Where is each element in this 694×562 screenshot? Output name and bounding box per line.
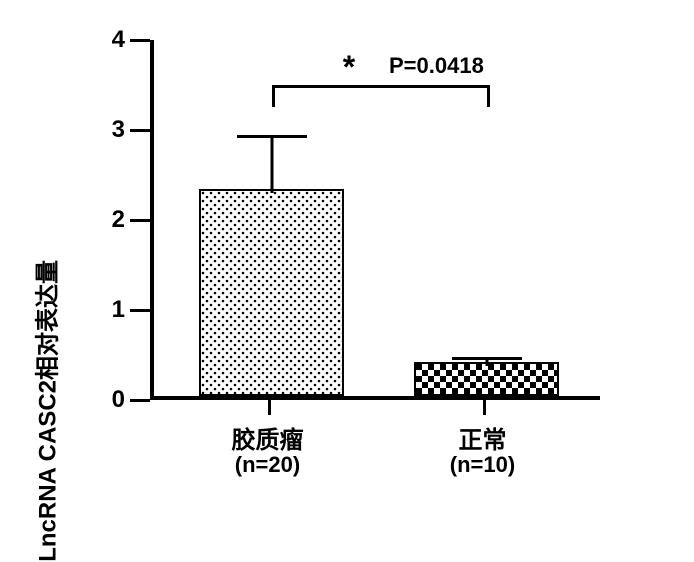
bar [199, 189, 344, 396]
significance-bracket-drop [487, 85, 490, 107]
p-value-label: P=0.0418 [389, 53, 484, 79]
significance-bracket-drop [272, 85, 275, 107]
significance-star: * [343, 49, 355, 86]
significance-bracket [272, 85, 490, 88]
y-tick-label: 3 [100, 116, 125, 144]
error-bar-cap [452, 357, 522, 360]
y-tick [130, 309, 150, 312]
y-tick-label: 0 [100, 386, 125, 414]
error-bar [270, 135, 273, 194]
plot-area: * P=0.0418 [150, 40, 600, 400]
y-tick [130, 129, 150, 132]
y-tick-label: 2 [100, 206, 125, 234]
x-tick [268, 400, 271, 415]
y-tick-label: 4 [100, 26, 125, 54]
y-tick [130, 219, 150, 222]
x-tick-label: 正常 [459, 420, 507, 455]
error-bar-cap [237, 135, 307, 138]
y-tick [130, 39, 150, 42]
x-tick-n: (n=10) [450, 452, 515, 478]
chart-container: LncRNA CASC2相对表达量 *P=0.0418 01234 胶质瘤(n=… [50, 10, 670, 510]
bar [414, 362, 559, 396]
y-tick [130, 399, 150, 402]
y-tick-label: 1 [100, 296, 125, 324]
y-axis-label: LncRNA CASC2相对表达量 [28, 260, 63, 562]
x-tick [483, 400, 486, 415]
x-tick-n: (n=20) [235, 452, 300, 478]
x-tick-label: 胶质瘤 [232, 420, 304, 455]
